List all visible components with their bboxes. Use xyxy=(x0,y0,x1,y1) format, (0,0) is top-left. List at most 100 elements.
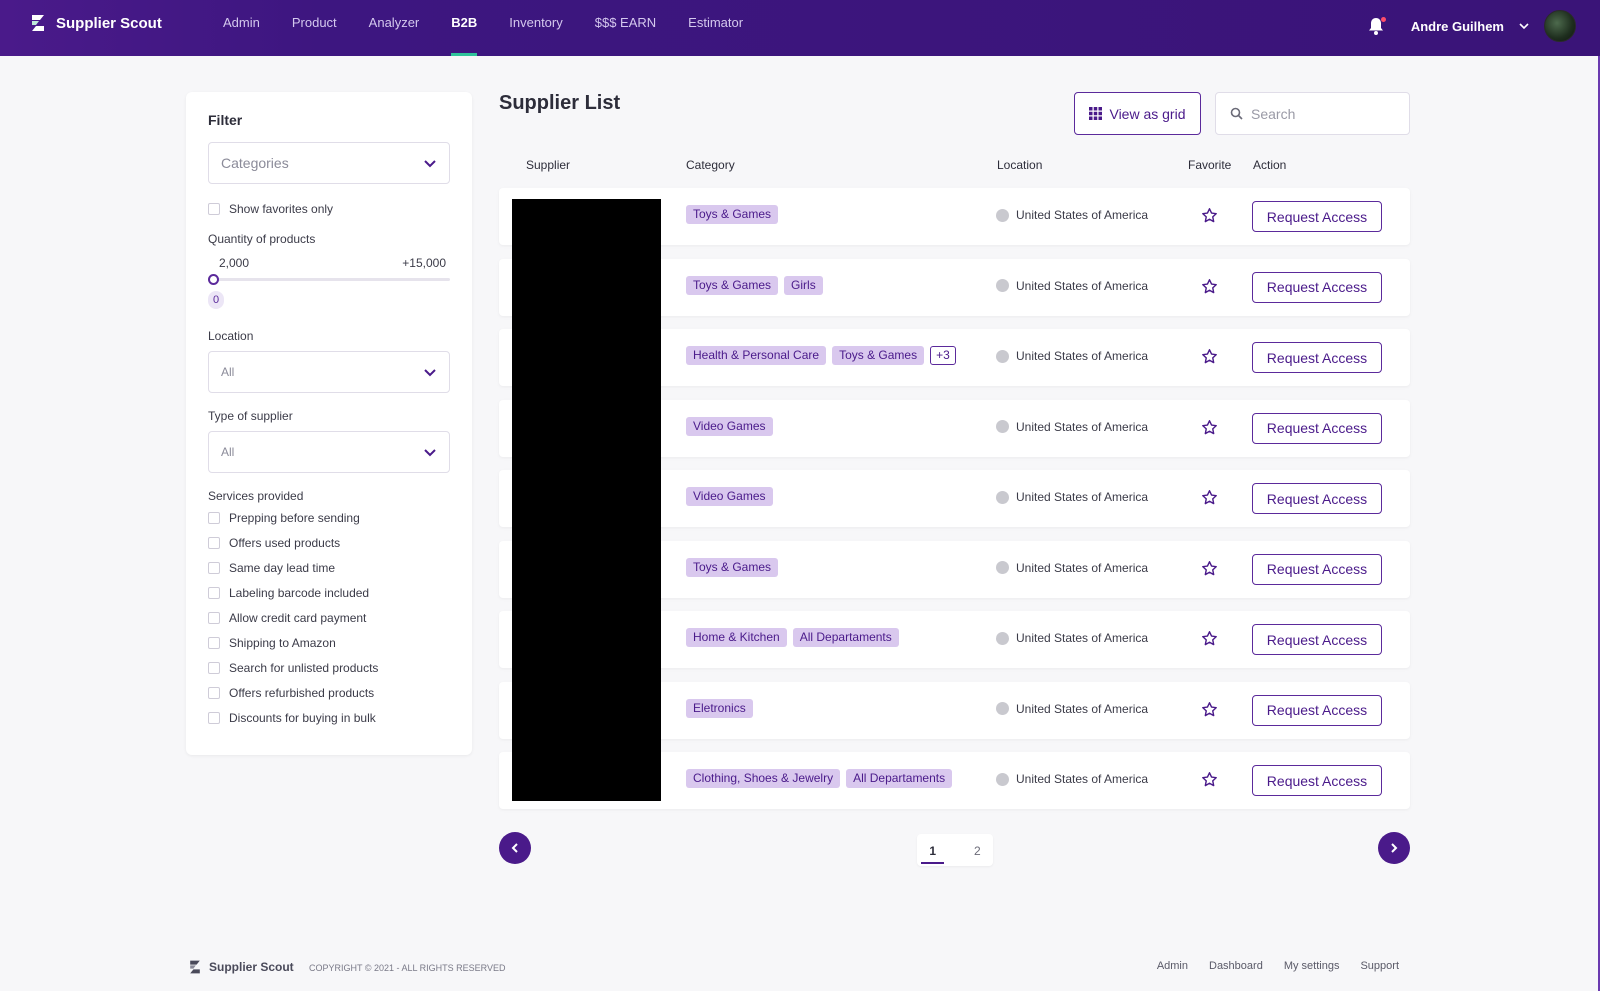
location-cell: United States of America xyxy=(996,420,1148,434)
show-favorites-checkbox[interactable] xyxy=(208,202,220,215)
view-as-grid-button[interactable]: View as grid xyxy=(1074,92,1201,135)
flag-icon xyxy=(996,279,1009,292)
location-cell: United States of America xyxy=(996,631,1148,645)
nav-item-product[interactable]: Product xyxy=(291,15,337,30)
avatar[interactable] xyxy=(1544,10,1576,42)
flag-icon xyxy=(996,420,1009,433)
supplier-type-select[interactable]: All xyxy=(208,431,450,473)
notification-dot xyxy=(1380,17,1386,22)
scrollbar[interactable] xyxy=(1598,56,1600,991)
nav-item-inventory[interactable]: Inventory xyxy=(509,15,563,30)
service-checkbox[interactable] xyxy=(208,636,220,649)
location-text: United States of America xyxy=(1016,631,1149,645)
request-access-button[interactable]: Request Access xyxy=(1252,624,1382,655)
slider-handle[interactable] xyxy=(208,274,219,285)
location-cell: United States of America xyxy=(996,772,1148,786)
filter-title: Filter xyxy=(208,112,243,128)
favorite-star-icon[interactable] xyxy=(1201,771,1218,788)
service-option[interactable]: Same day lead time xyxy=(208,555,450,580)
footer-link-support[interactable]: Support xyxy=(1360,960,1399,972)
supplier-type-label: Type of supplier xyxy=(208,409,293,423)
service-option[interactable]: Discounts for buying in bulk xyxy=(208,705,450,730)
chevron-down-icon[interactable] xyxy=(1518,20,1530,32)
services-label: Services provided xyxy=(208,489,304,503)
service-label: Offers refurbished products xyxy=(229,685,375,700)
search-box[interactable] xyxy=(1215,92,1410,135)
favorite-star-icon[interactable] xyxy=(1201,489,1218,506)
location-label: Location xyxy=(208,329,254,343)
category-tags: Eletronics xyxy=(686,698,753,718)
nav-item-estimator[interactable]: Estimator xyxy=(688,15,744,30)
favorite-star-icon[interactable] xyxy=(1201,348,1218,365)
service-checkbox[interactable] xyxy=(208,611,220,624)
categories-select[interactable]: Categories xyxy=(208,142,450,184)
location-cell: United States of America xyxy=(996,279,1148,293)
request-access-button[interactable]: Request Access xyxy=(1252,553,1382,585)
category-tag: Toys & Games xyxy=(686,557,779,577)
service-label: Discounts for buying in bulk xyxy=(229,710,376,725)
service-checkbox[interactable] xyxy=(208,561,220,574)
location-cell: United States of America xyxy=(996,490,1148,504)
service-option[interactable]: Offers used products xyxy=(208,530,450,555)
notifications-bell-icon[interactable] xyxy=(1367,16,1386,36)
nav-item-admin[interactable]: Admin xyxy=(223,15,260,30)
favorite-star-icon[interactable] xyxy=(1201,630,1218,647)
column-header-action: Action xyxy=(1253,158,1287,172)
next-page-button[interactable] xyxy=(1378,832,1410,864)
previous-page-button[interactable] xyxy=(499,832,531,864)
category-tags: Clothing, Shoes & Jewelry All Departament… xyxy=(686,769,953,788)
filter-panel: Filter Categories Show favorites only Qu… xyxy=(186,92,472,755)
request-access-button[interactable]: Request Access xyxy=(1252,483,1382,514)
location-text: United States of America xyxy=(1016,349,1149,363)
slider-track[interactable] xyxy=(212,278,450,281)
service-checkbox[interactable] xyxy=(208,686,220,699)
footer-brand[interactable]: Supplier Scout xyxy=(187,959,294,975)
service-option[interactable]: Allow credit card payment xyxy=(208,605,450,630)
footer-link-dashboard[interactable]: Dashboard xyxy=(1209,960,1263,972)
search-input[interactable] xyxy=(1251,105,1401,122)
request-access-button[interactable]: Request Access xyxy=(1252,342,1382,373)
service-label: Labeling barcode included xyxy=(229,585,370,600)
show-favorites-option[interactable]: Show favorites only xyxy=(208,196,450,221)
service-checkbox[interactable] xyxy=(208,661,220,674)
favorite-star-icon[interactable] xyxy=(1201,560,1218,577)
service-checkbox[interactable] xyxy=(208,536,220,549)
request-access-button[interactable]: Request Access xyxy=(1252,271,1382,303)
request-access-button[interactable]: Request Access xyxy=(1252,412,1382,444)
favorite-star-icon[interactable] xyxy=(1201,701,1218,718)
flag-icon xyxy=(996,490,1009,504)
favorite-star-icon[interactable] xyxy=(1201,207,1218,224)
location-text: United States of America xyxy=(1016,772,1149,786)
service-checkbox[interactable] xyxy=(208,511,220,524)
footer-link-admin[interactable]: Admin xyxy=(1156,960,1188,972)
service-option[interactable]: Offers refurbished products xyxy=(208,680,450,705)
quantity-label: Quantity of products xyxy=(208,232,316,246)
nav-item-earn[interactable]: $$$ EARN xyxy=(594,15,657,30)
user-name[interactable]: Andre Guilhem xyxy=(1410,18,1504,34)
more-categories-badge[interactable]: +3 xyxy=(930,346,956,365)
favorite-star-icon[interactable] xyxy=(1201,419,1218,436)
service-option[interactable]: Prepping before sending xyxy=(208,505,450,530)
flag-icon xyxy=(996,631,1009,645)
page-2-button[interactable]: 2 xyxy=(974,844,981,858)
request-access-button[interactable]: Request Access xyxy=(1252,201,1382,232)
location-select[interactable]: All xyxy=(208,351,450,393)
service-checkbox[interactable] xyxy=(208,711,220,724)
nav-item-analyzer[interactable]: Analyzer xyxy=(368,15,420,30)
quantity-slider[interactable] xyxy=(208,273,450,287)
footer-link-my-settings[interactable]: My settings xyxy=(1283,960,1340,972)
favorite-star-icon[interactable] xyxy=(1201,278,1218,295)
page-1-button[interactable]: 1 xyxy=(921,834,944,866)
service-checkbox[interactable] xyxy=(208,586,220,599)
request-access-button[interactable]: Request Access xyxy=(1252,694,1382,726)
quantity-range-values: 2,000 +15,000 xyxy=(208,256,450,270)
service-option[interactable]: Labeling barcode included xyxy=(208,580,450,605)
supplier-images-redacted xyxy=(512,199,661,801)
service-option[interactable]: Shipping to Amazon xyxy=(208,630,450,655)
brand[interactable]: Supplier Scout xyxy=(28,13,162,33)
request-access-button[interactable]: Request Access xyxy=(1252,765,1382,796)
flag-icon xyxy=(996,561,1009,574)
service-option[interactable]: Search for unlisted products xyxy=(208,655,450,680)
nav-item-b2b[interactable]: B2B xyxy=(451,0,478,56)
category-tags: Home & Kitchen All Departaments xyxy=(686,628,899,647)
